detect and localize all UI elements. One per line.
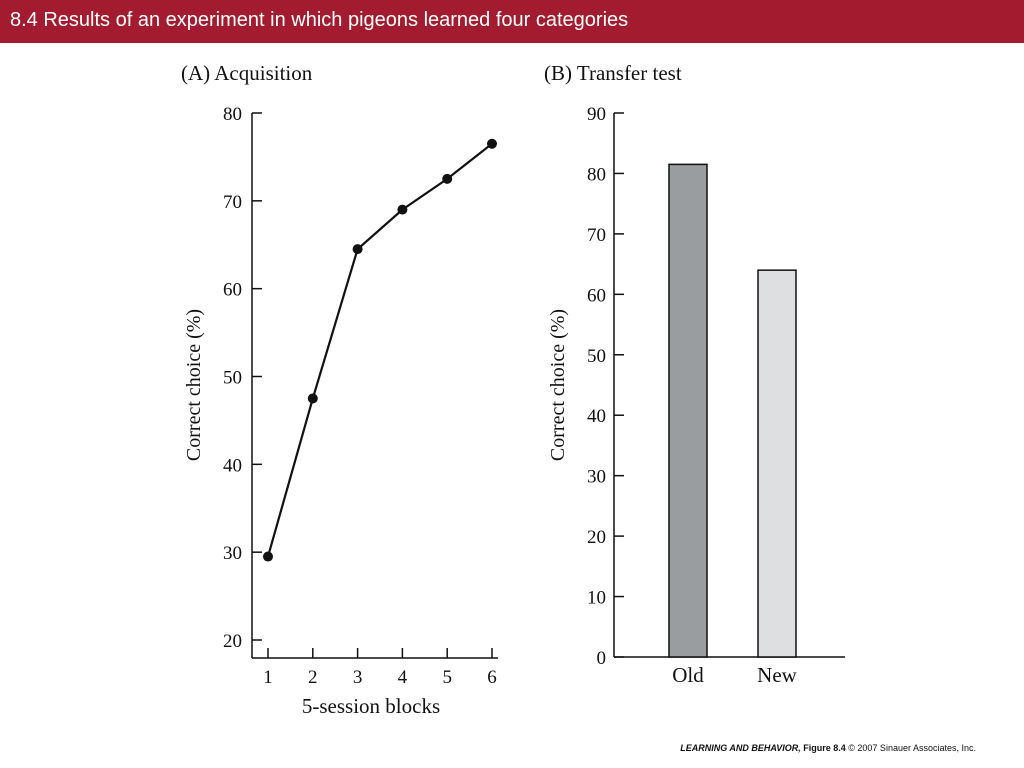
data-point-acquisition: [352, 244, 363, 255]
data-point-acquisition: [263, 551, 273, 562]
y-axis-label-transfer-test: Correct choice (%): [547, 309, 569, 461]
credit-copyright: © 2007 Sinauer Associates, Inc.: [848, 743, 976, 753]
x-tick-label-acquisition: 5: [442, 667, 452, 688]
x-tick-label-acquisition: 1: [263, 667, 273, 688]
category-label-old: Old: [672, 663, 704, 687]
y-tick-label-transfer-test: 20: [587, 527, 606, 548]
x-tick-label-acquisition: 2: [308, 667, 318, 688]
y-tick-label-acquisition: 80: [223, 104, 242, 125]
y-tick-label-acquisition: 20: [223, 631, 242, 652]
bar-old: [668, 163, 708, 658]
chart-title-acquisition: (A) Acquisition: [181, 61, 313, 85]
x-tick-label-acquisition: 6: [487, 667, 497, 688]
category-label-new: New: [757, 663, 797, 687]
y-tick-label-acquisition: 30: [223, 543, 242, 564]
x-tick-label-acquisition: 3: [353, 667, 363, 688]
series-line-acquisition: [266, 142, 493, 557]
y-tick-label-transfer-test: 10: [587, 588, 606, 609]
data-point-acquisition: [397, 204, 408, 215]
x-tick-label-acquisition: 4: [398, 667, 408, 688]
title-bar: 8.4 Results of an experiment in which pi…: [0, 0, 1024, 43]
x-axis-label-acquisition: 5-session blocks: [302, 694, 440, 718]
y-tick-label-transfer-test: 60: [587, 285, 606, 306]
y-tick-label-acquisition: 70: [223, 192, 242, 213]
y-tick-label-transfer-test: 30: [587, 467, 606, 488]
y-tick-label-transfer-test: 0: [597, 648, 607, 669]
y-tick-label-transfer-test: 70: [587, 225, 606, 246]
data-point-acquisition: [442, 173, 453, 184]
chart-acquisition: (A) Acquisition Correct choice (%) 5-ses…: [181, 61, 498, 718]
figure-credit: LEARNING AND BEHAVIOR, Figure 8.4 © 2007…: [680, 743, 976, 753]
chart-title-transfer-test: (B) Transfer test: [544, 61, 682, 85]
credit-book: LEARNING AND BEHAVIOR,: [680, 743, 801, 753]
chart-transfer-test: (B) Transfer test Correct choice (%) 0 10…: [544, 61, 845, 687]
y-tick-label-acquisition: 60: [223, 280, 242, 301]
y-tick-label-transfer-test: 90: [587, 104, 606, 125]
data-point-acquisition: [487, 138, 497, 149]
data-point-acquisition: [307, 393, 318, 404]
y-tick-label-transfer-test: 40: [587, 406, 606, 427]
y-tick-label-acquisition: 50: [223, 368, 242, 389]
y-tick-label-transfer-test: 50: [587, 346, 606, 367]
credit-figure: Figure 8.4: [803, 743, 846, 753]
bar-new: [757, 269, 797, 658]
y-tick-label-acquisition: 40: [223, 455, 242, 476]
y-axis-label-acquisition: Correct choice (%): [183, 309, 205, 461]
y-tick-label-transfer-test: 80: [587, 164, 606, 185]
slide-title: 8.4 Results of an experiment in which pi…: [10, 9, 629, 31]
